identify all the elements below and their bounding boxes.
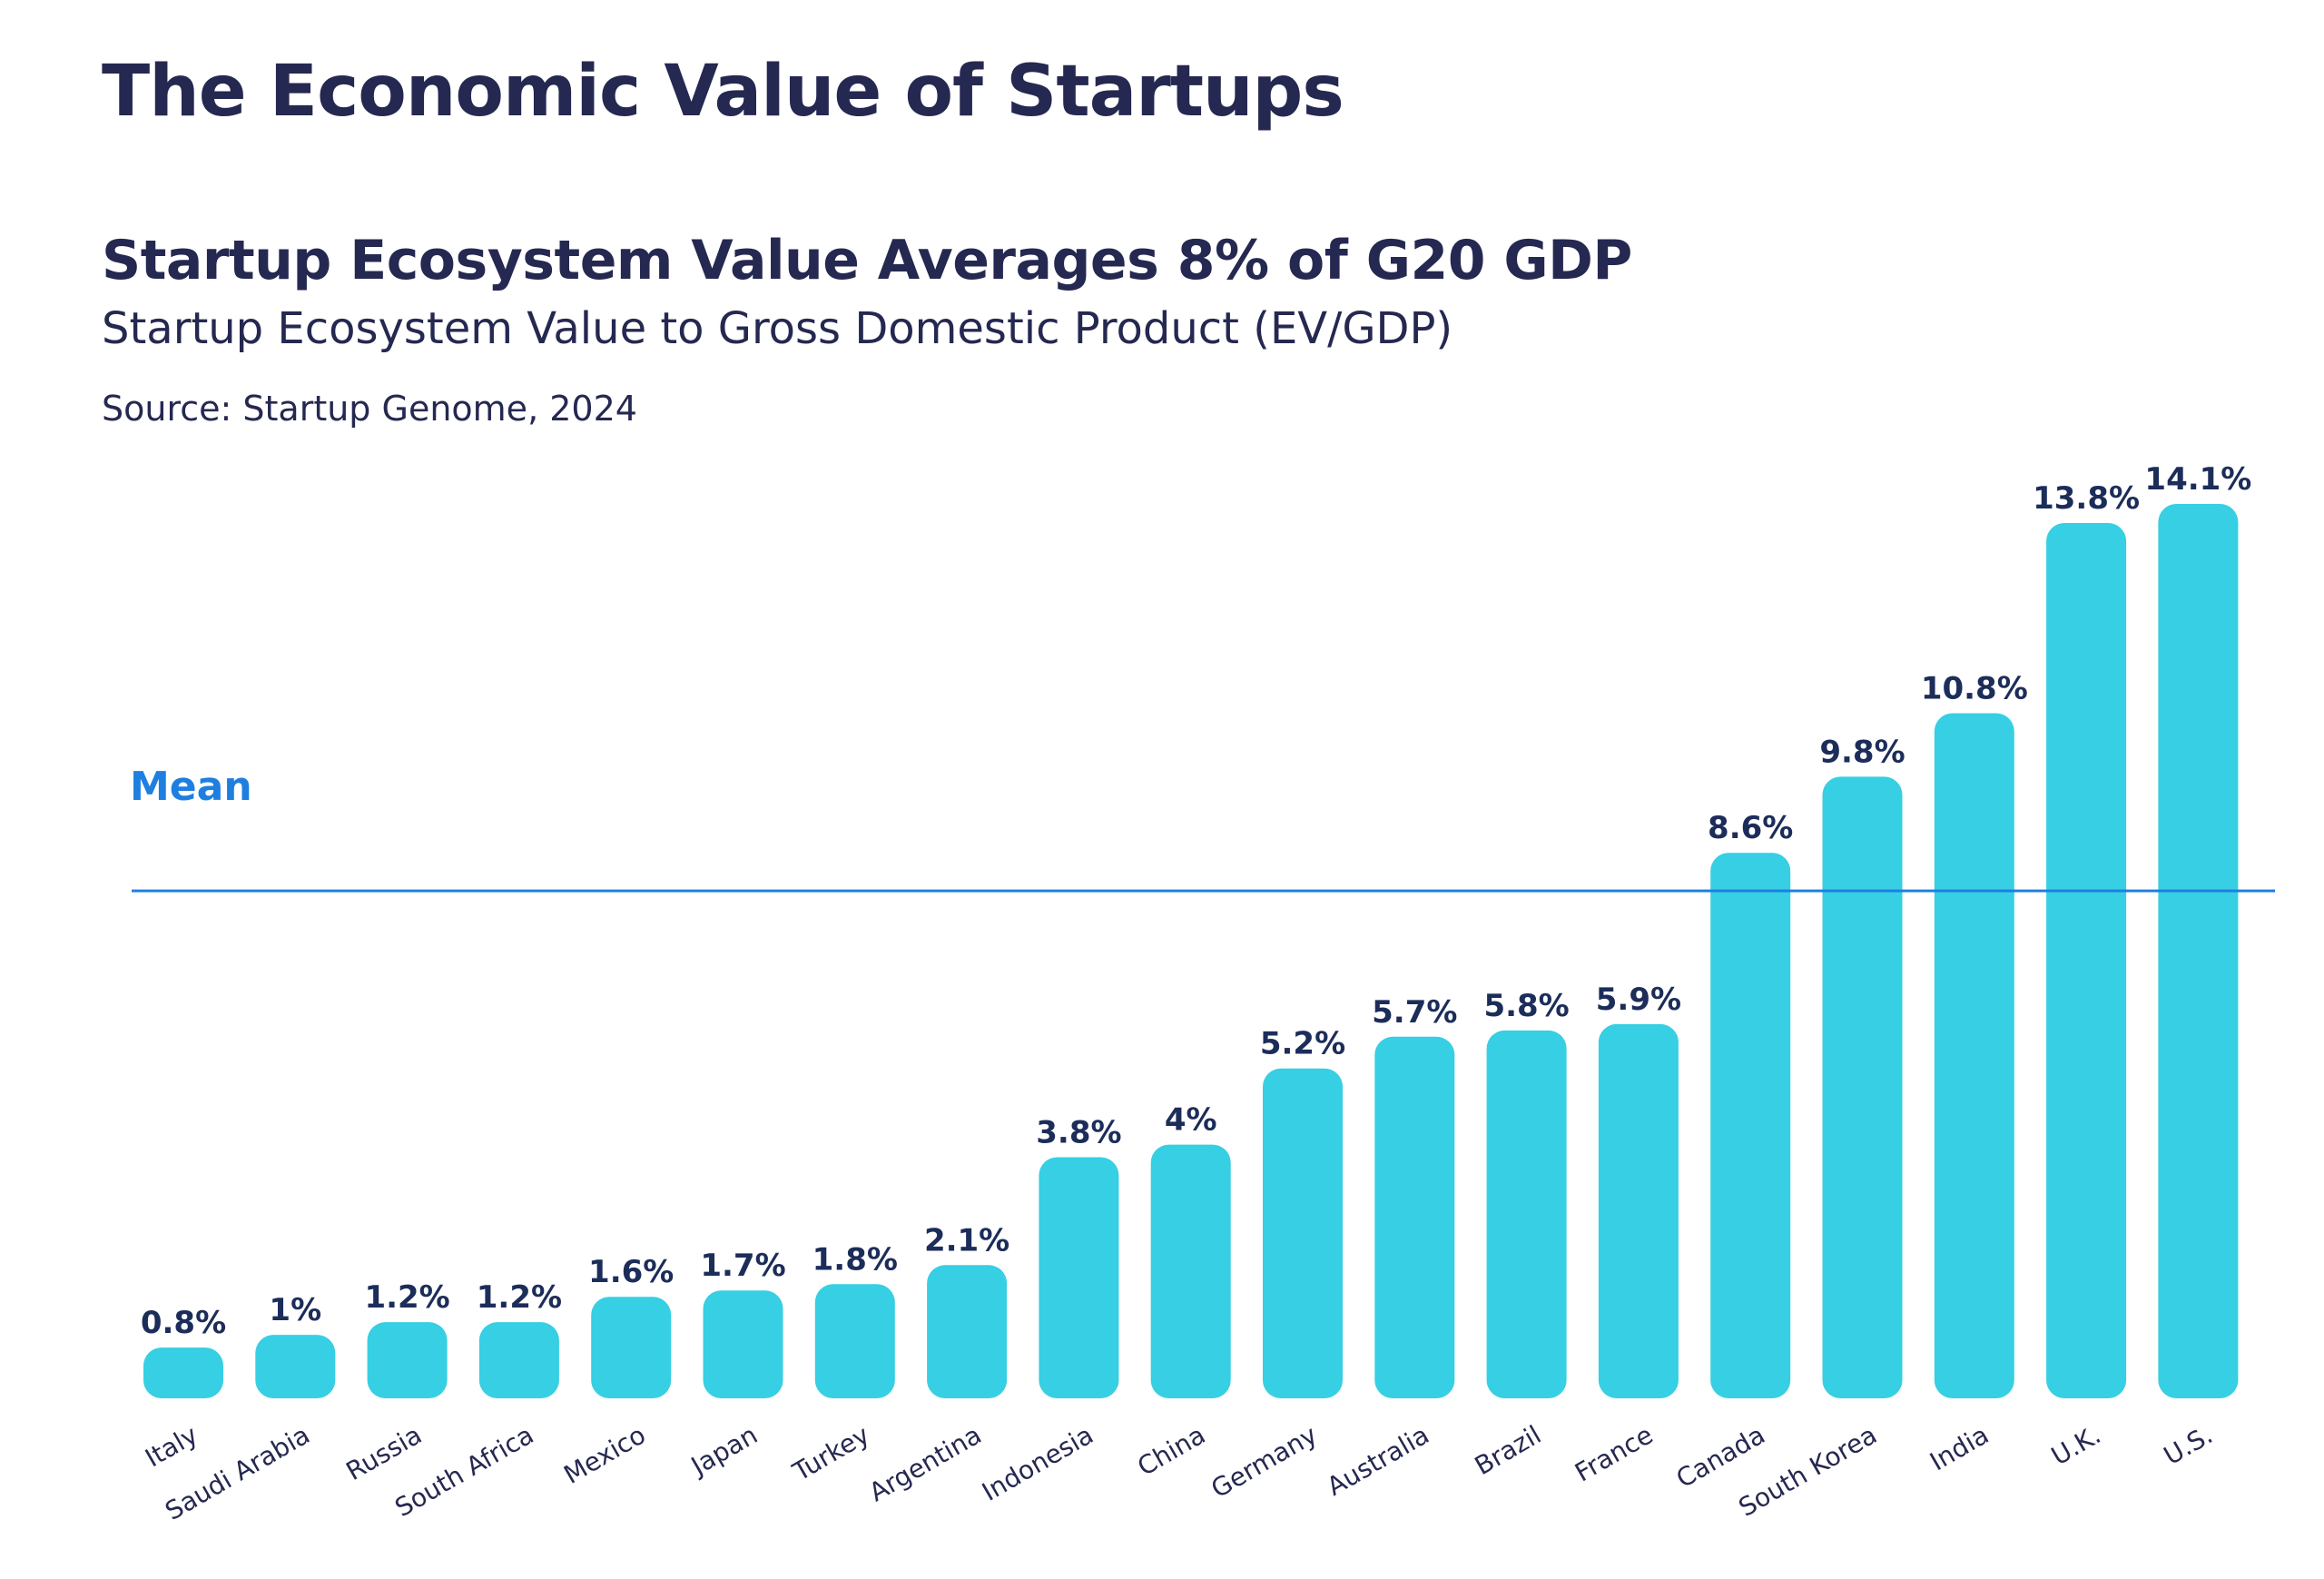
page-title: The Economic Value of Startups xyxy=(102,51,1344,133)
value-labels-group: 0.8% 1% 1.2% 1.2% 1.6% 1.7% 1.8% 2.1% 3.8% 4% 5.2%… xyxy=(141,461,2252,1341)
value-label-mexico: 1.6% xyxy=(588,1254,674,1290)
bar-south-africa xyxy=(478,1322,559,1398)
x-tick-label-russia: Russia xyxy=(341,1419,427,1486)
bar-italy xyxy=(143,1347,223,1398)
bar-japan xyxy=(703,1290,783,1398)
x-tick-label-mexico: Mexico xyxy=(559,1419,651,1489)
x-tick-label-australia: Australia xyxy=(1322,1419,1434,1502)
value-label-italy: 0.8% xyxy=(141,1305,226,1341)
bar-indonesia xyxy=(1039,1157,1119,1398)
value-label-india: 10.8% xyxy=(1921,671,2028,707)
value-label-china: 4% xyxy=(1165,1102,1217,1139)
mean-group: Mean xyxy=(130,764,2275,893)
value-label-brazil: 5.8% xyxy=(1483,988,1569,1024)
bar-south-korea xyxy=(1822,776,1903,1398)
value-label-south-africa: 1.2% xyxy=(477,1279,562,1316)
chart-description: Startup Ecosystem Value to Gross Domesti… xyxy=(102,303,1453,354)
value-label-argentina: 2.1% xyxy=(924,1222,1009,1258)
chart-subtitle: Startup Ecosystem Value Averages 8% of G… xyxy=(102,229,1632,292)
bar-australia xyxy=(1374,1036,1455,1398)
x-tick-label-u-k: U.K. xyxy=(2046,1419,2106,1471)
x-tick-label-indonesia: Indonesia xyxy=(977,1419,1098,1506)
value-label-indonesia: 3.8% xyxy=(1036,1115,1121,1151)
value-label-south-korea: 9.8% xyxy=(1819,734,1905,770)
bar-germany xyxy=(1263,1068,1343,1398)
bars-group xyxy=(143,504,2239,1398)
x-tick-label-india: India xyxy=(1925,1419,1994,1476)
x-tick-label-argentina: Argentina xyxy=(864,1419,987,1507)
bar-u-s xyxy=(2158,504,2239,1398)
x-tick-label-brazil: Brazil xyxy=(1470,1419,1546,1481)
chart-source: Source: Startup Genome, 2024 xyxy=(102,389,637,429)
value-label-australia: 5.7% xyxy=(1372,994,1457,1031)
value-label-u-k: 13.8% xyxy=(2033,480,2140,517)
bar-argentina xyxy=(927,1265,1008,1398)
value-label-turkey: 1.8% xyxy=(812,1241,898,1278)
bar-russia xyxy=(367,1322,448,1398)
x-tick-label-germany: Germany xyxy=(1206,1419,1323,1504)
value-label-russia: 1.2% xyxy=(364,1279,449,1316)
value-label-japan: 1.7% xyxy=(700,1248,785,1284)
bar-u-k xyxy=(2046,522,2127,1398)
bar-brazil xyxy=(1486,1030,1567,1398)
value-label-u-s: 14.1% xyxy=(2144,461,2251,498)
value-label-canada: 8.6% xyxy=(1708,810,1793,846)
bar-saudi-arabia xyxy=(255,1335,336,1398)
bar-canada xyxy=(1710,853,1791,1398)
value-label-saudi-arabia: 1% xyxy=(269,1292,321,1328)
x-tick-label-italy: Italy xyxy=(140,1419,202,1473)
value-label-germany: 5.2% xyxy=(1260,1026,1345,1062)
x-tick-label-turkey: Turkey xyxy=(787,1419,874,1487)
mean-label: Mean xyxy=(130,764,252,810)
bar-turkey xyxy=(814,1284,895,1398)
bar-india xyxy=(1934,713,2014,1398)
x-tick-label-france: France xyxy=(1570,1419,1658,1487)
x-tick-label-canada: Canada xyxy=(1671,1419,1770,1494)
x-tick-label-japan: Japan xyxy=(684,1419,763,1482)
bar-france xyxy=(1598,1023,1679,1398)
bar-mexico xyxy=(591,1297,672,1398)
bar-china xyxy=(1150,1144,1231,1398)
x-tick-label-u-s: U.S. xyxy=(2159,1419,2218,1471)
value-label-france: 5.9% xyxy=(1596,982,1681,1018)
x-tick-label-china: China xyxy=(1132,1419,1210,1482)
